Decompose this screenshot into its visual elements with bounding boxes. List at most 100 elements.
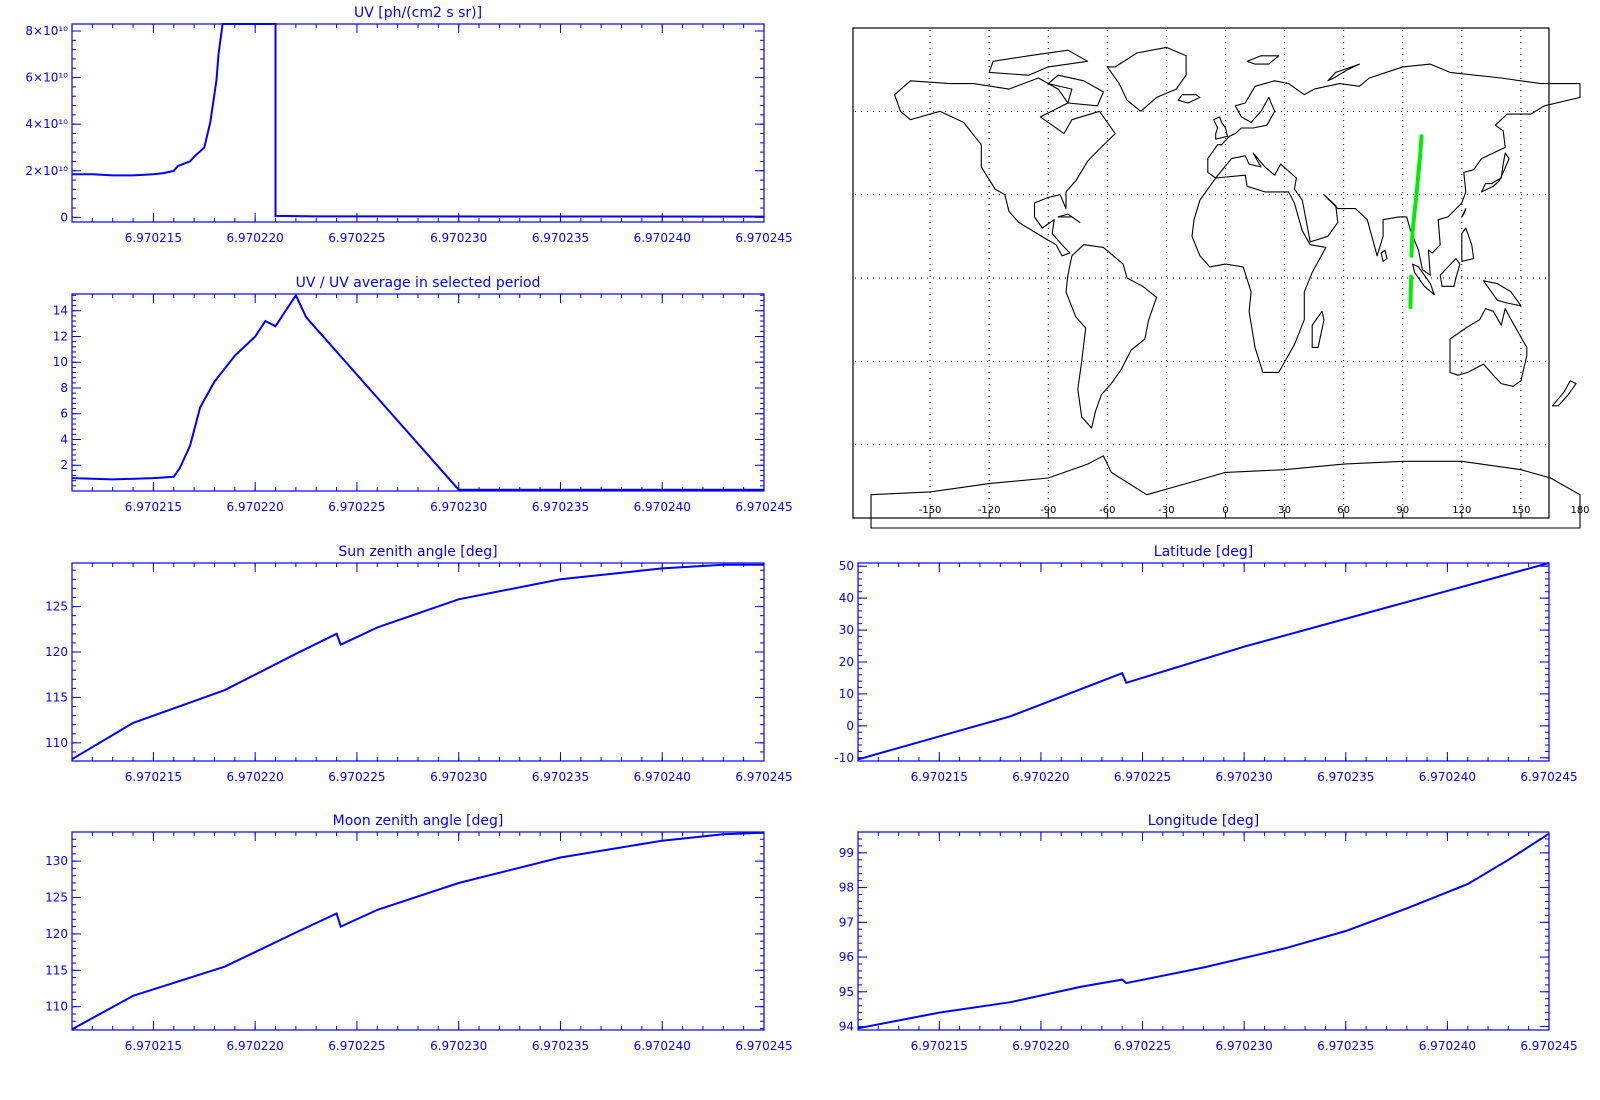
series-line bbox=[857, 832, 1550, 1030]
x-tick-label: 6.970230 bbox=[1216, 770, 1273, 784]
x-tick-label: 6.970235 bbox=[1317, 1039, 1374, 1053]
x-tick-label: 6.970245 bbox=[735, 1039, 792, 1053]
x-tick-label: 6.970230 bbox=[430, 231, 487, 245]
coastline-taiwan bbox=[1461, 208, 1467, 218]
coastline-novaya-zemlya bbox=[1327, 63, 1360, 82]
y-tick-label: 12 bbox=[53, 329, 68, 343]
x-tick-label: 6.970240 bbox=[634, 231, 691, 245]
map-x-tick-label: 150 bbox=[1511, 505, 1530, 516]
coastline-new-guinea bbox=[1482, 280, 1522, 307]
y-tick-label: 97 bbox=[839, 915, 854, 929]
coastline-iceland bbox=[1177, 94, 1201, 104]
x-tick-label: 6.970215 bbox=[911, 770, 968, 784]
y-tick-label: 110 bbox=[45, 736, 68, 750]
y-tick-label: 95 bbox=[839, 985, 854, 999]
y-tick-label: 0 bbox=[846, 719, 854, 733]
x-tick-label: 6.970240 bbox=[1419, 770, 1476, 784]
y-tick-label: 115 bbox=[45, 963, 68, 977]
coastline-eurasia bbox=[1207, 63, 1581, 276]
y-tick-label: 130 bbox=[45, 854, 68, 868]
chart-map: -150 -120 -90 -60 -30 0 30 60 90 120 150 180 bbox=[852, 27, 1590, 529]
x-tick-label: 6.970240 bbox=[1419, 1039, 1476, 1053]
x-tick-label: 6.970220 bbox=[227, 770, 284, 784]
x-tick-label: 6.970225 bbox=[1114, 770, 1171, 784]
plot-frame bbox=[71, 23, 765, 223]
y-tick-label: 6×10¹⁰ bbox=[25, 71, 68, 85]
y-tick-label: 40 bbox=[839, 591, 854, 605]
coastline-japan bbox=[1480, 152, 1510, 193]
coastline-svalbard bbox=[1246, 55, 1280, 65]
y-tick-label: 10 bbox=[839, 687, 854, 701]
coastline-cuba bbox=[1057, 213, 1081, 223]
map-x-tick-label: 0 bbox=[1222, 505, 1228, 516]
y-tick-label: 115 bbox=[45, 690, 68, 704]
chart-lon: Longitude [deg] 6.970215 6.970220 6.970225 6… bbox=[839, 813, 1578, 1053]
y-tick-label: 20 bbox=[839, 655, 854, 669]
series-line bbox=[72, 23, 765, 218]
y-tick-label: 6 bbox=[60, 407, 68, 421]
x-tick-label: 6.970245 bbox=[735, 770, 792, 784]
coastline-uk bbox=[1213, 116, 1229, 140]
chart-title: Longitude [deg] bbox=[1148, 813, 1259, 829]
chart-title: UV / UV average in selected period bbox=[296, 275, 541, 291]
x-tick-label: 6.970235 bbox=[532, 1039, 589, 1053]
y-tick-label: 10 bbox=[53, 355, 68, 369]
y-tick-label: 96 bbox=[839, 950, 854, 964]
coastline-greenland bbox=[1106, 46, 1187, 112]
y-tick-label: 94 bbox=[839, 1020, 854, 1034]
coastline-south-america bbox=[1065, 244, 1158, 429]
chart-mza: Moon zenith angle [deg] 6.970215 6.970220 6… bbox=[45, 813, 793, 1053]
coastline-borneo bbox=[1439, 258, 1461, 287]
x-tick-label: 6.970235 bbox=[532, 770, 589, 784]
coastline-sri-lanka bbox=[1380, 249, 1388, 262]
x-tick-label: 6.970220 bbox=[227, 231, 284, 245]
x-tick-label: 6.970245 bbox=[1520, 1039, 1577, 1053]
x-tick-label: 6.970235 bbox=[532, 231, 589, 245]
y-tick-label: 14 bbox=[53, 304, 68, 318]
y-tick-label: 2×10¹⁰ bbox=[25, 164, 68, 178]
y-tick-label: 120 bbox=[45, 927, 68, 941]
y-tick-label: 2 bbox=[60, 458, 68, 472]
x-tick-label: 6.970230 bbox=[430, 770, 487, 784]
plot-frame bbox=[857, 831, 1550, 1031]
coastline-antarctica bbox=[870, 455, 1581, 529]
chart-ratio: UV / UV average in selected period 6.9702… bbox=[53, 275, 793, 514]
x-tick-label: 6.970225 bbox=[328, 1039, 385, 1053]
satellite-track bbox=[1408, 274, 1414, 310]
series-line bbox=[71, 563, 764, 761]
chart-title: Sun zenith angle [deg] bbox=[338, 544, 497, 560]
chart-lat: Latitude [deg] 6.970215 6.970220 6.970225 6.… bbox=[834, 544, 1577, 784]
y-tick-label: 8×10¹⁰ bbox=[25, 24, 68, 38]
map-x-tick-label: 180 bbox=[1570, 505, 1589, 516]
y-tick-label: 120 bbox=[45, 645, 68, 659]
y-tick-label: 4×10¹⁰ bbox=[25, 117, 68, 131]
chart-title: UV [ph/(cm2 s sr)] bbox=[354, 5, 482, 21]
coastline-africa bbox=[1191, 174, 1327, 373]
series-line bbox=[857, 562, 1550, 761]
x-tick-label: 6.970245 bbox=[735, 500, 792, 514]
x-tick-label: 6.970245 bbox=[735, 231, 792, 245]
coastline-new-zealand bbox=[1551, 380, 1577, 407]
coastline-arctic-islands bbox=[988, 49, 1089, 76]
chart-sza: Sun zenith angle [deg] 6.970215 6.970220 6.… bbox=[45, 544, 793, 784]
x-tick-label: 6.970230 bbox=[430, 1039, 487, 1053]
x-tick-label: 6.970230 bbox=[430, 500, 487, 514]
map-x-tick-label: 30 bbox=[1278, 505, 1291, 516]
y-tick-label: 0 bbox=[60, 210, 68, 224]
y-tick-label: 125 bbox=[45, 891, 68, 905]
coastline-sumatra bbox=[1412, 263, 1435, 296]
coastline-baffin bbox=[1047, 74, 1104, 107]
y-tick-label: 125 bbox=[45, 600, 68, 614]
x-tick-label: 6.970215 bbox=[125, 1039, 182, 1053]
x-tick-label: 6.970225 bbox=[328, 231, 385, 245]
map-frame bbox=[852, 27, 1550, 519]
satellite-track bbox=[1409, 134, 1424, 258]
x-tick-label: 6.970240 bbox=[634, 500, 691, 514]
x-tick-label: 6.970225 bbox=[328, 500, 385, 514]
y-tick-label: 110 bbox=[45, 1000, 68, 1014]
plot-frame bbox=[857, 562, 1550, 762]
x-tick-label: 6.970220 bbox=[1012, 770, 1069, 784]
map-x-tick-label: 120 bbox=[1452, 505, 1471, 516]
chart-title: Latitude [deg] bbox=[1154, 544, 1253, 560]
